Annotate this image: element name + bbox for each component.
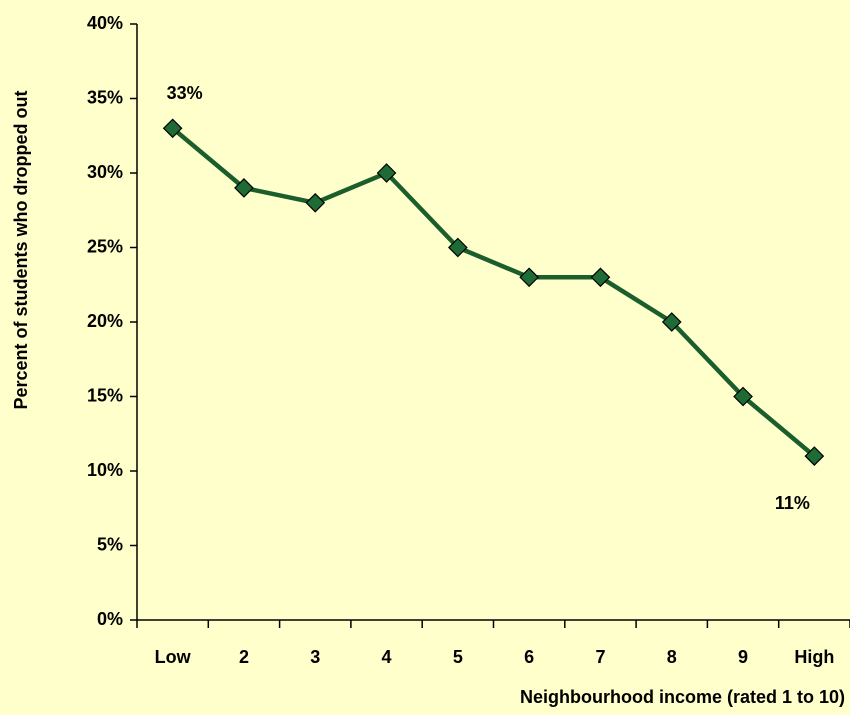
x-tick-label: 2	[239, 647, 249, 667]
marker	[661, 312, 682, 332]
y-tick-label: 30%	[87, 162, 123, 182]
x-tick-label: 9	[738, 647, 748, 667]
x-tick-label: High	[794, 647, 834, 667]
y-tick-label: 35%	[87, 87, 123, 107]
y-tick-label: 10%	[87, 460, 123, 480]
x-tick-label: 7	[595, 647, 605, 667]
x-axis-label: Neighbourhood income (rated 1 to 10)	[520, 687, 845, 707]
x-tick-label: 6	[524, 647, 534, 667]
marker	[804, 446, 825, 466]
marker	[376, 163, 397, 183]
y-tick-label: 0%	[97, 609, 123, 629]
x-tick-label: 3	[310, 647, 320, 667]
x-tick-label: 4	[382, 647, 392, 667]
x-tick-label: Low	[155, 647, 192, 667]
marker	[733, 386, 753, 407]
y-tick-label: 20%	[87, 311, 123, 331]
marker	[305, 192, 326, 213]
x-tick-label: 5	[453, 647, 463, 667]
marker	[234, 178, 254, 198]
y-tick-label: 5%	[97, 534, 123, 554]
marker	[590, 267, 611, 288]
marker	[519, 267, 539, 288]
y-tick-label: 25%	[87, 236, 123, 256]
line	[171, 126, 816, 458]
y-axis-label: Percent of students who dropped out	[11, 90, 31, 409]
y-tick-label: 15%	[87, 385, 123, 405]
marker	[162, 118, 183, 139]
y-tick-label: 40%	[87, 13, 123, 33]
x-tick-label: 8	[667, 647, 677, 667]
marker	[448, 237, 468, 258]
data-label: 11%	[775, 493, 810, 513]
data-label: 33%	[167, 83, 203, 103]
